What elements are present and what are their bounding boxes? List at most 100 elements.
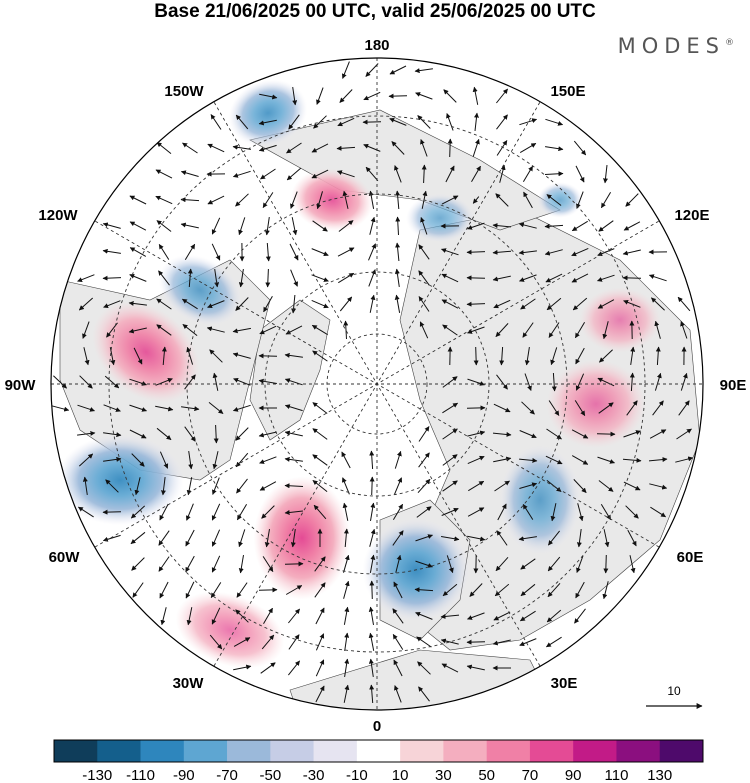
wind-vector (369, 294, 376, 313)
wind-vector (499, 346, 505, 366)
anomaly-center-negative (158, 254, 242, 326)
wind-vector (158, 556, 170, 572)
wind-vector (314, 556, 326, 572)
wind-vector (78, 453, 94, 467)
wind-vector (442, 428, 458, 440)
wind-vector (105, 479, 119, 493)
lon-label-60w: 60W (49, 549, 81, 566)
wind-vector (571, 247, 589, 257)
wind-vector (104, 375, 120, 389)
anomaly-center-positive (291, 168, 373, 232)
wind-vector (155, 195, 173, 205)
wind-vector (180, 170, 199, 177)
wind-vector (466, 301, 486, 307)
wind-vector (496, 114, 508, 130)
wind-vector (418, 452, 430, 468)
wind-vector (415, 560, 433, 568)
wind-vector (443, 89, 457, 103)
wind-vector (623, 221, 641, 231)
wind-vector (603, 165, 608, 184)
wind-vector (288, 114, 300, 130)
wind-vector (597, 377, 615, 387)
anomaly-shading (56, 79, 661, 669)
wind-vector (311, 299, 329, 309)
wind-vector (442, 480, 458, 492)
colorbar-tick-label: -110 (126, 767, 155, 783)
wind-vector (343, 684, 350, 703)
lon-label-120w: 120W (38, 207, 78, 224)
wind-vector (342, 502, 349, 521)
wind-vector (258, 587, 278, 593)
wind-vector (519, 610, 536, 622)
wind-vector (258, 378, 277, 384)
anomaly-center-negative (228, 79, 308, 147)
wind-vector (576, 529, 582, 548)
wind-vector (311, 143, 329, 153)
wind-vector (623, 300, 641, 308)
wind-vector (235, 193, 249, 207)
wind-vector (232, 144, 251, 150)
wind-vector (518, 536, 537, 542)
wind-vector (311, 169, 329, 179)
wind-vector (344, 658, 350, 677)
wind-vector (128, 327, 147, 334)
colorbar-bin (443, 740, 487, 762)
wind-vector (492, 431, 512, 437)
wind-vector (394, 165, 402, 183)
wind-vector (103, 432, 122, 438)
wind-vector (232, 170, 251, 178)
wind-vector (180, 222, 199, 229)
wind-vector (546, 297, 562, 311)
colorbar-bin (529, 740, 574, 762)
wind-vector (155, 405, 174, 412)
wind-vector (519, 142, 537, 154)
wind-vector (184, 426, 196, 442)
wind-vector (341, 61, 350, 79)
wind-vector (265, 242, 271, 262)
wind-vector (600, 192, 612, 209)
wind-vector (603, 529, 610, 548)
colorbar-bin (616, 740, 661, 762)
colorbar-bin (400, 740, 444, 762)
wind-vector (315, 607, 325, 625)
wind-vector (77, 404, 95, 412)
wind-vector (210, 582, 222, 599)
lon-label-90e: 90E (720, 377, 747, 394)
wind-vector (467, 430, 486, 437)
wind-vector (494, 583, 510, 597)
wind-vector (158, 243, 170, 260)
wind-vector (467, 507, 485, 517)
wind-vector (441, 273, 459, 283)
wind-vector (369, 684, 375, 704)
wind-vector (316, 87, 324, 105)
wind-vector (337, 117, 355, 127)
wind-vector (284, 510, 303, 515)
colorbar-tick-label: -70 (216, 767, 238, 783)
wind-vector (544, 171, 564, 177)
wind-vector (625, 193, 639, 207)
wind-vector (182, 324, 198, 336)
wind-vector (341, 477, 350, 495)
wind-vector (546, 609, 562, 623)
wind-vector (675, 456, 694, 463)
colorbar-tick-label: 10 (392, 767, 409, 783)
wind-vector (574, 608, 586, 624)
wind-vector (446, 555, 454, 574)
wind-vector (156, 427, 172, 441)
wind-vector (102, 248, 121, 254)
wind-vector (109, 347, 116, 366)
wind-vector (315, 633, 325, 651)
wind-vector (472, 138, 480, 157)
wind-vector (314, 582, 326, 598)
wind-vector (545, 636, 562, 648)
wind-vector (186, 607, 193, 626)
wind-vector (211, 217, 221, 235)
colorbar-tick-label: 50 (478, 767, 495, 783)
wind-vector (598, 402, 614, 414)
wind-vector (289, 243, 299, 261)
wind-vector (155, 378, 173, 386)
wind-vector (134, 477, 141, 496)
wind-vector (466, 639, 486, 645)
wind-vector (416, 636, 432, 648)
wind-vector (466, 664, 485, 671)
